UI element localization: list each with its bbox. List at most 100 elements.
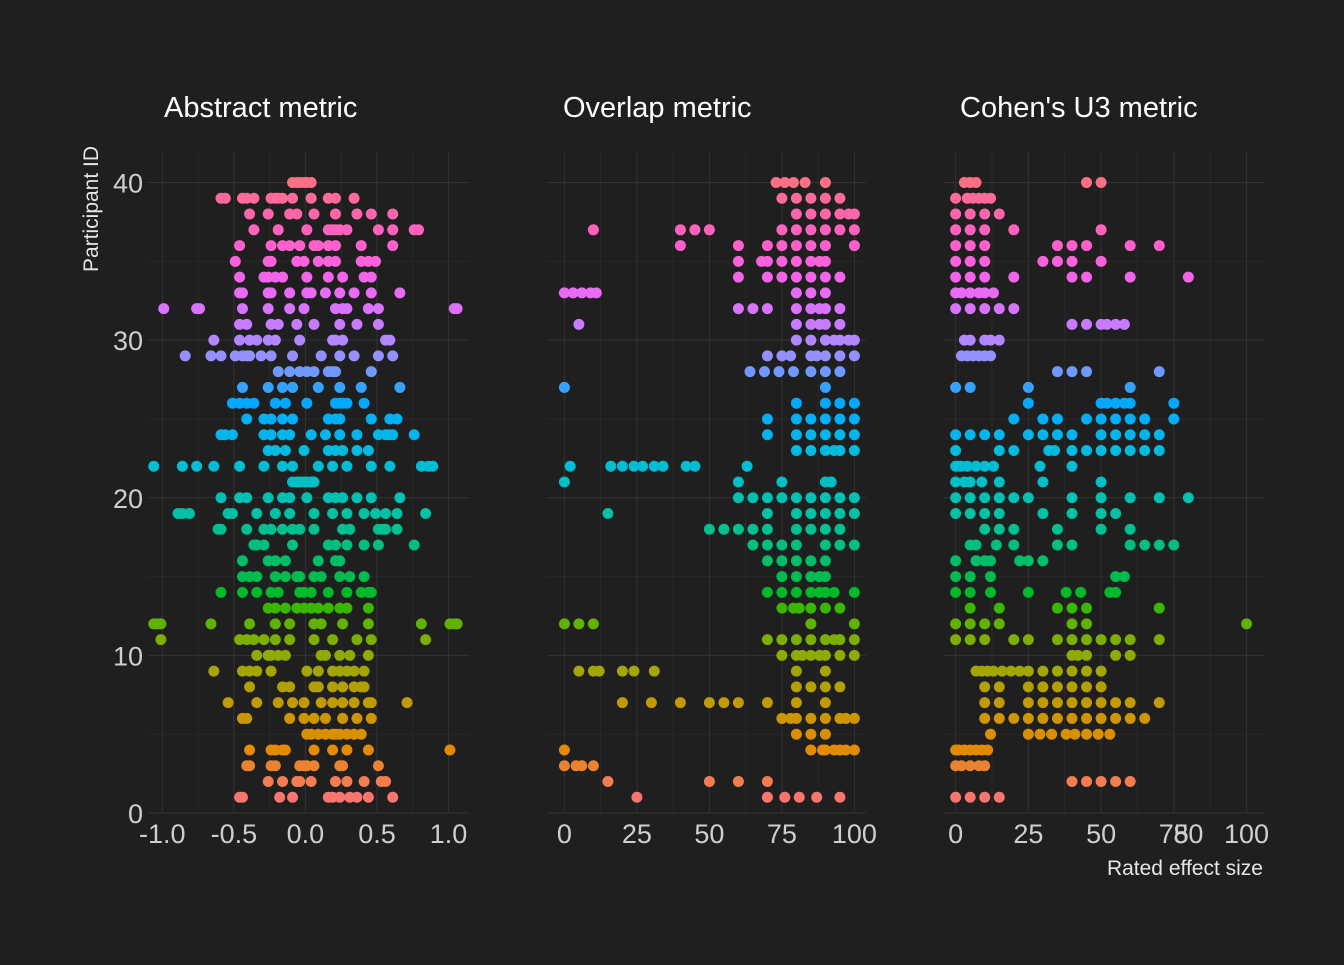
data-point [819, 192, 831, 204]
data-point [805, 649, 817, 661]
data-point [964, 602, 976, 614]
data-point [950, 208, 962, 220]
data-point [351, 712, 363, 724]
data-point [1008, 444, 1020, 456]
data-point [1110, 712, 1122, 724]
data-point [979, 240, 991, 252]
data-point [985, 192, 997, 204]
data-point [327, 508, 339, 520]
data-point [602, 775, 614, 787]
y-tick-label: 20 [113, 484, 143, 514]
data-point [759, 366, 770, 378]
data-point [337, 697, 349, 709]
data-point [964, 334, 976, 346]
data-point [790, 240, 802, 252]
data-point [985, 334, 997, 346]
data-point [1124, 381, 1136, 393]
data-point [1008, 492, 1020, 504]
data-point [372, 318, 384, 330]
data-point [248, 192, 260, 204]
data-point [805, 586, 817, 598]
data-point [741, 460, 753, 472]
data-point [993, 602, 1005, 614]
data-point [964, 303, 976, 315]
data-point [1153, 240, 1165, 252]
data-point [337, 712, 349, 724]
data-point [380, 508, 392, 520]
data-point [744, 366, 756, 378]
data-point [1153, 444, 1165, 456]
data-point [1051, 366, 1063, 378]
data-point [793, 602, 805, 614]
data-point [277, 523, 289, 535]
data-point [1081, 240, 1093, 252]
data-point [747, 539, 759, 551]
data-point [287, 413, 299, 425]
data-point [1008, 712, 1020, 724]
data-point [776, 555, 788, 567]
data-point [1139, 429, 1151, 441]
data-point [819, 586, 831, 598]
data-point [1095, 681, 1107, 693]
x-tick-label: 50 [1086, 819, 1116, 849]
data-point [761, 492, 773, 504]
data-point [964, 255, 976, 267]
data-point [1075, 586, 1087, 598]
data-point [277, 271, 289, 283]
data-point [993, 508, 1005, 520]
data-point [587, 224, 599, 236]
data-point [950, 508, 962, 520]
data-point [284, 712, 296, 724]
data-point [790, 571, 802, 583]
x-axis-title: Rated effect size [1107, 857, 1263, 880]
data-point [819, 508, 831, 520]
x-tick-label: 100 [832, 819, 877, 849]
data-point [236, 555, 248, 567]
data-point [1037, 712, 1049, 724]
data-point [334, 791, 346, 803]
data-point [964, 208, 976, 220]
data-point [1124, 444, 1136, 456]
data-point [248, 397, 260, 409]
data-point [848, 444, 860, 456]
data-point [1081, 681, 1093, 693]
data-point [770, 177, 782, 189]
data-point [1095, 444, 1107, 456]
data-point [567, 287, 579, 299]
data-point [334, 318, 346, 330]
data-point [1095, 712, 1107, 724]
data-point [1066, 255, 1078, 267]
data-point [358, 665, 370, 677]
data-point [284, 492, 296, 504]
data-point [1124, 492, 1136, 504]
data-point [1168, 397, 1180, 409]
data-point [365, 460, 377, 472]
data-point [1051, 665, 1063, 677]
data-point [964, 760, 976, 772]
data-point [987, 460, 999, 472]
data-point [950, 791, 962, 803]
data-point [322, 586, 334, 598]
data-point [805, 208, 817, 220]
data-point [718, 697, 730, 709]
data-point [819, 634, 831, 646]
data-point [1081, 712, 1093, 724]
data-point [329, 208, 341, 220]
data-point [628, 665, 640, 677]
data-point [370, 508, 382, 520]
data-point [305, 429, 317, 441]
data-point [279, 649, 291, 661]
data-point [1110, 508, 1122, 520]
data-point [819, 318, 831, 330]
data-point [420, 634, 432, 646]
data-point [215, 586, 227, 598]
data-point [158, 303, 170, 315]
data-point [269, 602, 281, 614]
data-point [1095, 177, 1107, 189]
data-point [819, 334, 831, 346]
data-point [1241, 618, 1253, 630]
data-point [590, 287, 602, 299]
data-point [291, 318, 303, 330]
